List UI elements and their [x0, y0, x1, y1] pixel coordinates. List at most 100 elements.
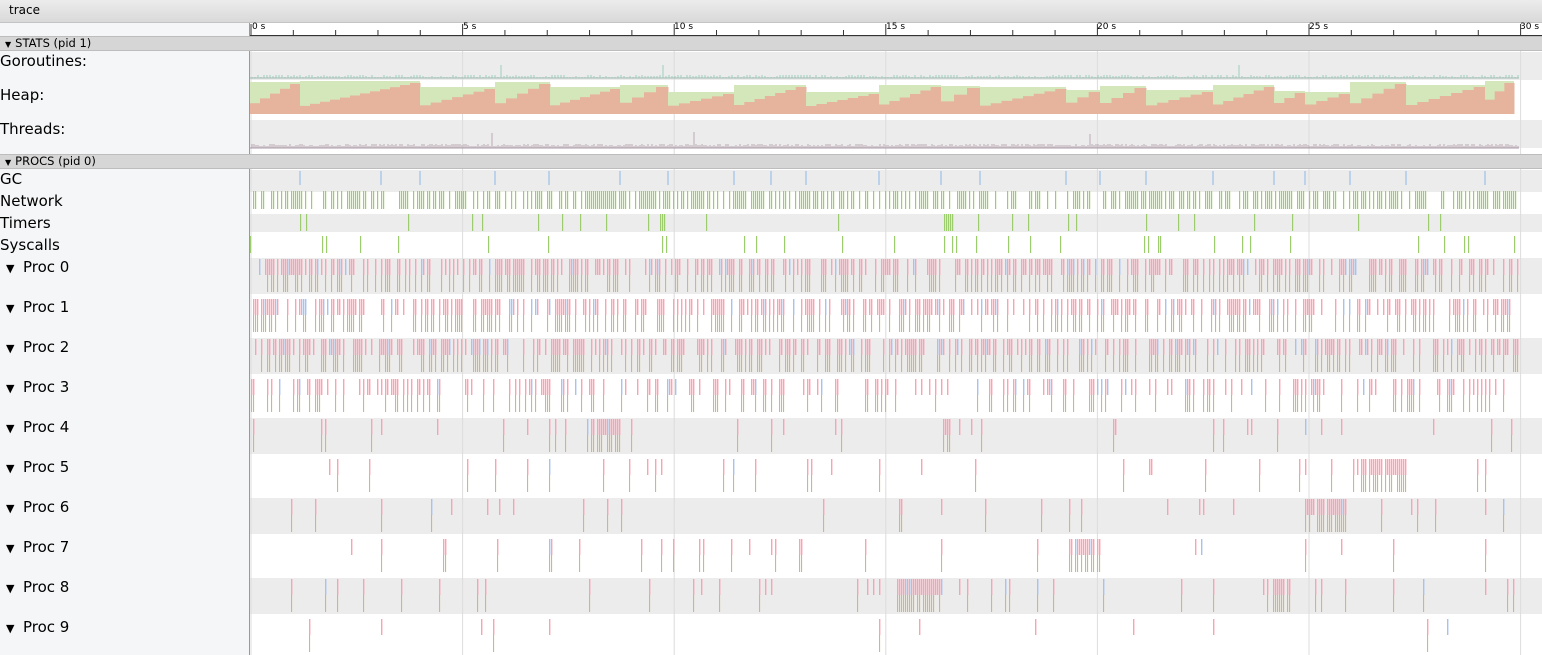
- time-ruler[interactable]: 0 s 5 s 10 s 15 s 20 s 25 s 30 s: [250, 22, 1542, 36]
- goroutine-slice: [1389, 459, 1391, 475]
- syscall-slice: [603, 355, 605, 372]
- goroutine-slice: [699, 539, 701, 555]
- proc-row-7[interactable]: ▼ Proc 7: [6, 538, 69, 556]
- proc-row-8[interactable]: ▼ Proc 8: [6, 578, 69, 596]
- expand-triangle-icon[interactable]: ▼: [6, 502, 15, 515]
- syscall-slice: [929, 595, 931, 612]
- goroutine-slice: [1189, 379, 1191, 395]
- syscall-slice: [1407, 395, 1409, 412]
- goroutine-slice: [1067, 259, 1069, 275]
- goroutine-slice: [751, 379, 753, 395]
- expand-triangle-icon[interactable]: ▼: [6, 342, 15, 355]
- goroutine-slice: [1193, 379, 1195, 395]
- timer-syscall-event: [1428, 214, 1430, 231]
- syscall-slice: [1287, 315, 1289, 332]
- syscall-slice: [253, 435, 255, 452]
- syscall-slice: [1331, 515, 1333, 532]
- proc-row-1[interactable]: ▼ Proc 1: [6, 298, 69, 316]
- network-event: [865, 191, 867, 209]
- expand-triangle-icon[interactable]: ▼: [6, 542, 15, 555]
- network-event: [305, 191, 307, 209]
- goroutine-slice: [323, 299, 325, 315]
- syscall-slice: [1501, 315, 1503, 332]
- syscall-slice: [939, 595, 941, 612]
- syscall-slice: [555, 315, 557, 332]
- goroutine-slice: [1503, 499, 1505, 515]
- proc-row-6[interactable]: ▼ Proc 6: [6, 498, 69, 516]
- goroutine-slice: [703, 259, 705, 275]
- proc-row-3[interactable]: ▼ Proc 3: [6, 378, 69, 396]
- expand-triangle-icon[interactable]: ▼: [6, 262, 15, 275]
- goroutine-slice: [289, 259, 291, 275]
- syscall-slice: [569, 275, 571, 292]
- syscall-slice: [649, 595, 651, 612]
- expand-triangle-icon[interactable]: ▼: [6, 302, 15, 315]
- syscall-slice: [385, 395, 387, 412]
- goroutine-slice: [919, 619, 921, 635]
- expand-triangle-icon[interactable]: ▼: [6, 582, 15, 595]
- network-event: [1395, 191, 1397, 209]
- syscall-slice: [445, 315, 447, 332]
- network-event: [1047, 191, 1049, 209]
- group-header-procs[interactable]: ▼ PROCS (pid 0): [0, 154, 1542, 169]
- expand-triangle-icon[interactable]: ▼: [6, 622, 15, 635]
- syscall-slice: [949, 435, 951, 452]
- proc-row-2[interactable]: ▼ Proc 2: [6, 338, 69, 356]
- timer-syscall-event: [1254, 214, 1256, 231]
- syscall-slice: [839, 355, 841, 372]
- syscall-slice: [967, 275, 969, 292]
- proc-row-5[interactable]: ▼ Proc 5: [6, 458, 69, 476]
- goroutine-slice: [811, 459, 813, 475]
- syscall-slice: [651, 355, 653, 372]
- syscall-slice: [867, 395, 869, 412]
- syscall-slice: [1329, 355, 1331, 372]
- syscall-slice: [479, 275, 481, 292]
- syscall-slice: [1343, 515, 1345, 532]
- goroutine-slice: [557, 299, 559, 315]
- goroutine-slice: [851, 259, 853, 275]
- proc-row-4[interactable]: ▼ Proc 4: [6, 418, 69, 436]
- expand-triangle-icon[interactable]: ▼: [6, 462, 15, 475]
- syscall-slice: [1485, 275, 1487, 292]
- expand-triangle-icon[interactable]: ▼: [6, 382, 15, 395]
- proc-row-9[interactable]: ▼ Proc 9: [6, 618, 69, 636]
- goroutine-slice: [591, 339, 593, 355]
- goroutine-slice: [563, 339, 565, 355]
- goroutine-slice: [1213, 299, 1215, 315]
- goroutine-slice: [1169, 259, 1171, 275]
- goroutine-slice: [1405, 259, 1407, 275]
- syscall-slice: [1165, 275, 1167, 292]
- syscall-slice: [1169, 355, 1171, 372]
- goroutine-slice: [475, 339, 477, 355]
- expand-triangle-icon[interactable]: ▼: [6, 422, 15, 435]
- syscall-slice: [461, 315, 463, 332]
- network-event: [641, 191, 643, 209]
- collapse-triangle-icon[interactable]: ▼: [5, 158, 12, 167]
- syscall-slice: [643, 315, 645, 332]
- syscall-slice: [271, 315, 273, 332]
- syscall-slice: [539, 275, 541, 292]
- goroutine-slice: [1237, 299, 1239, 315]
- network-event: [547, 191, 549, 209]
- proc-row-0[interactable]: ▼ Proc 0: [6, 258, 69, 276]
- syscall-slice: [531, 395, 533, 412]
- goroutine-slice: [1213, 379, 1215, 395]
- goroutine-slice: [609, 259, 611, 275]
- goroutine-slice: [1495, 299, 1497, 315]
- goroutine-slice: [1013, 259, 1015, 275]
- goroutine-slice: [577, 259, 579, 275]
- syscall-slice: [1389, 275, 1391, 292]
- syscall-slice: [1151, 355, 1153, 372]
- goroutine-slice: [1145, 299, 1147, 315]
- syscall-slice: [641, 315, 643, 332]
- goroutine-slice: [1417, 499, 1419, 515]
- collapse-triangle-icon[interactable]: ▼: [5, 40, 12, 49]
- goroutine-slice: [297, 259, 299, 275]
- goroutine-slice: [533, 339, 535, 355]
- group-header-stats[interactable]: ▼ STATS (pid 1): [0, 36, 1542, 51]
- goroutine-slice: [1153, 339, 1155, 355]
- syscall-slice: [1463, 315, 1465, 332]
- goroutine-slice: [1135, 339, 1137, 355]
- goroutine-slice: [1049, 259, 1051, 275]
